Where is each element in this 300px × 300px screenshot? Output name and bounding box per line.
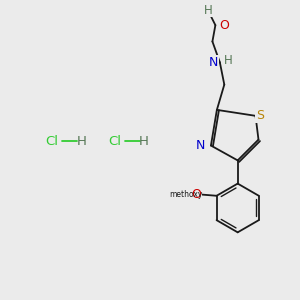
Text: H: H bbox=[224, 54, 233, 67]
Text: Cl: Cl bbox=[108, 135, 121, 148]
Text: O: O bbox=[192, 188, 202, 201]
Text: H: H bbox=[139, 135, 149, 148]
Text: S: S bbox=[256, 109, 264, 122]
Text: H: H bbox=[204, 4, 212, 17]
Text: Cl: Cl bbox=[45, 135, 58, 148]
Text: O: O bbox=[219, 19, 229, 32]
Text: H: H bbox=[77, 135, 87, 148]
Text: N: N bbox=[209, 56, 218, 69]
Text: methoxy: methoxy bbox=[169, 190, 202, 199]
Text: N: N bbox=[196, 139, 206, 152]
